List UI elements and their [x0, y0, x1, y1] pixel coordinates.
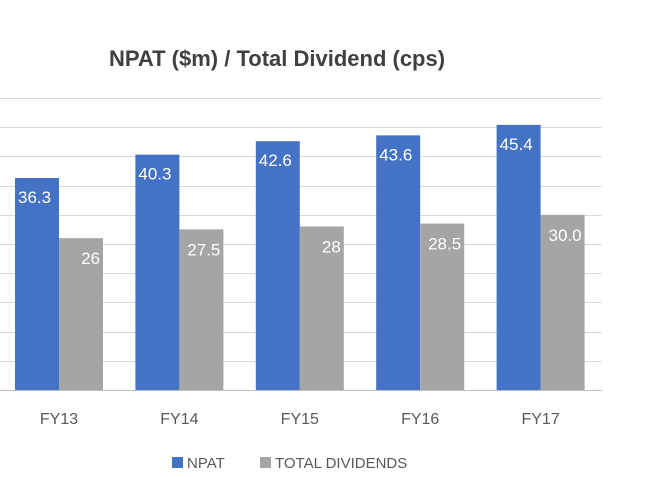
bar-npat-fy14 — [135, 154, 180, 390]
x-tick-label: FY14 — [160, 411, 198, 428]
data-label: 26 — [81, 249, 100, 268]
bar-total-dividends-fy17 — [540, 214, 585, 390]
x-tick-label: FY16 — [401, 411, 439, 428]
bars — [15, 124, 585, 390]
data-label: 43.6 — [379, 145, 412, 164]
bar-total-dividends-fy15 — [299, 226, 344, 390]
legend-label: NPAT — [187, 455, 225, 472]
x-tick-label: FY15 — [281, 411, 319, 428]
x-axis-ticks: FY13 FY14 FY15 FY16 FY17 — [40, 411, 560, 428]
bar-npat-fy16 — [376, 135, 421, 390]
data-label: 28 — [322, 237, 341, 256]
data-label: 40.3 — [138, 165, 171, 184]
data-label: 30.0 — [549, 226, 582, 245]
chart-title: NPAT ($m) / Total Dividend (cps) — [109, 46, 445, 71]
data-labels: 36.3 26 40.3 27.5 42.6 28 43.6 28.5 45.4 30.0 — [18, 135, 582, 268]
x-tick-label: FY13 — [40, 411, 78, 428]
bar-npat-fy13 — [15, 178, 59, 390]
x-tick-label: FY17 — [521, 411, 559, 428]
bar-total-dividends-fy16 — [420, 223, 465, 390]
data-label: 45.4 — [500, 135, 533, 154]
data-label: 36.3 — [18, 188, 51, 207]
bar-total-dividends-fy14 — [179, 229, 224, 390]
data-label: 28.5 — [428, 235, 461, 254]
legend-label: TOTAL DIVIDENDS — [275, 455, 407, 472]
bar-npat-fy17 — [496, 124, 541, 390]
legend: NPAT TOTAL DIVIDENDS — [172, 455, 407, 472]
bar-npat-fy15 — [255, 141, 300, 390]
data-label: 42.6 — [259, 151, 292, 170]
legend-swatch-npat — [172, 457, 183, 468]
data-label: 27.5 — [187, 240, 220, 259]
bar-total-dividends-fy13 — [59, 238, 103, 390]
legend-swatch-total-dividends — [260, 457, 271, 468]
